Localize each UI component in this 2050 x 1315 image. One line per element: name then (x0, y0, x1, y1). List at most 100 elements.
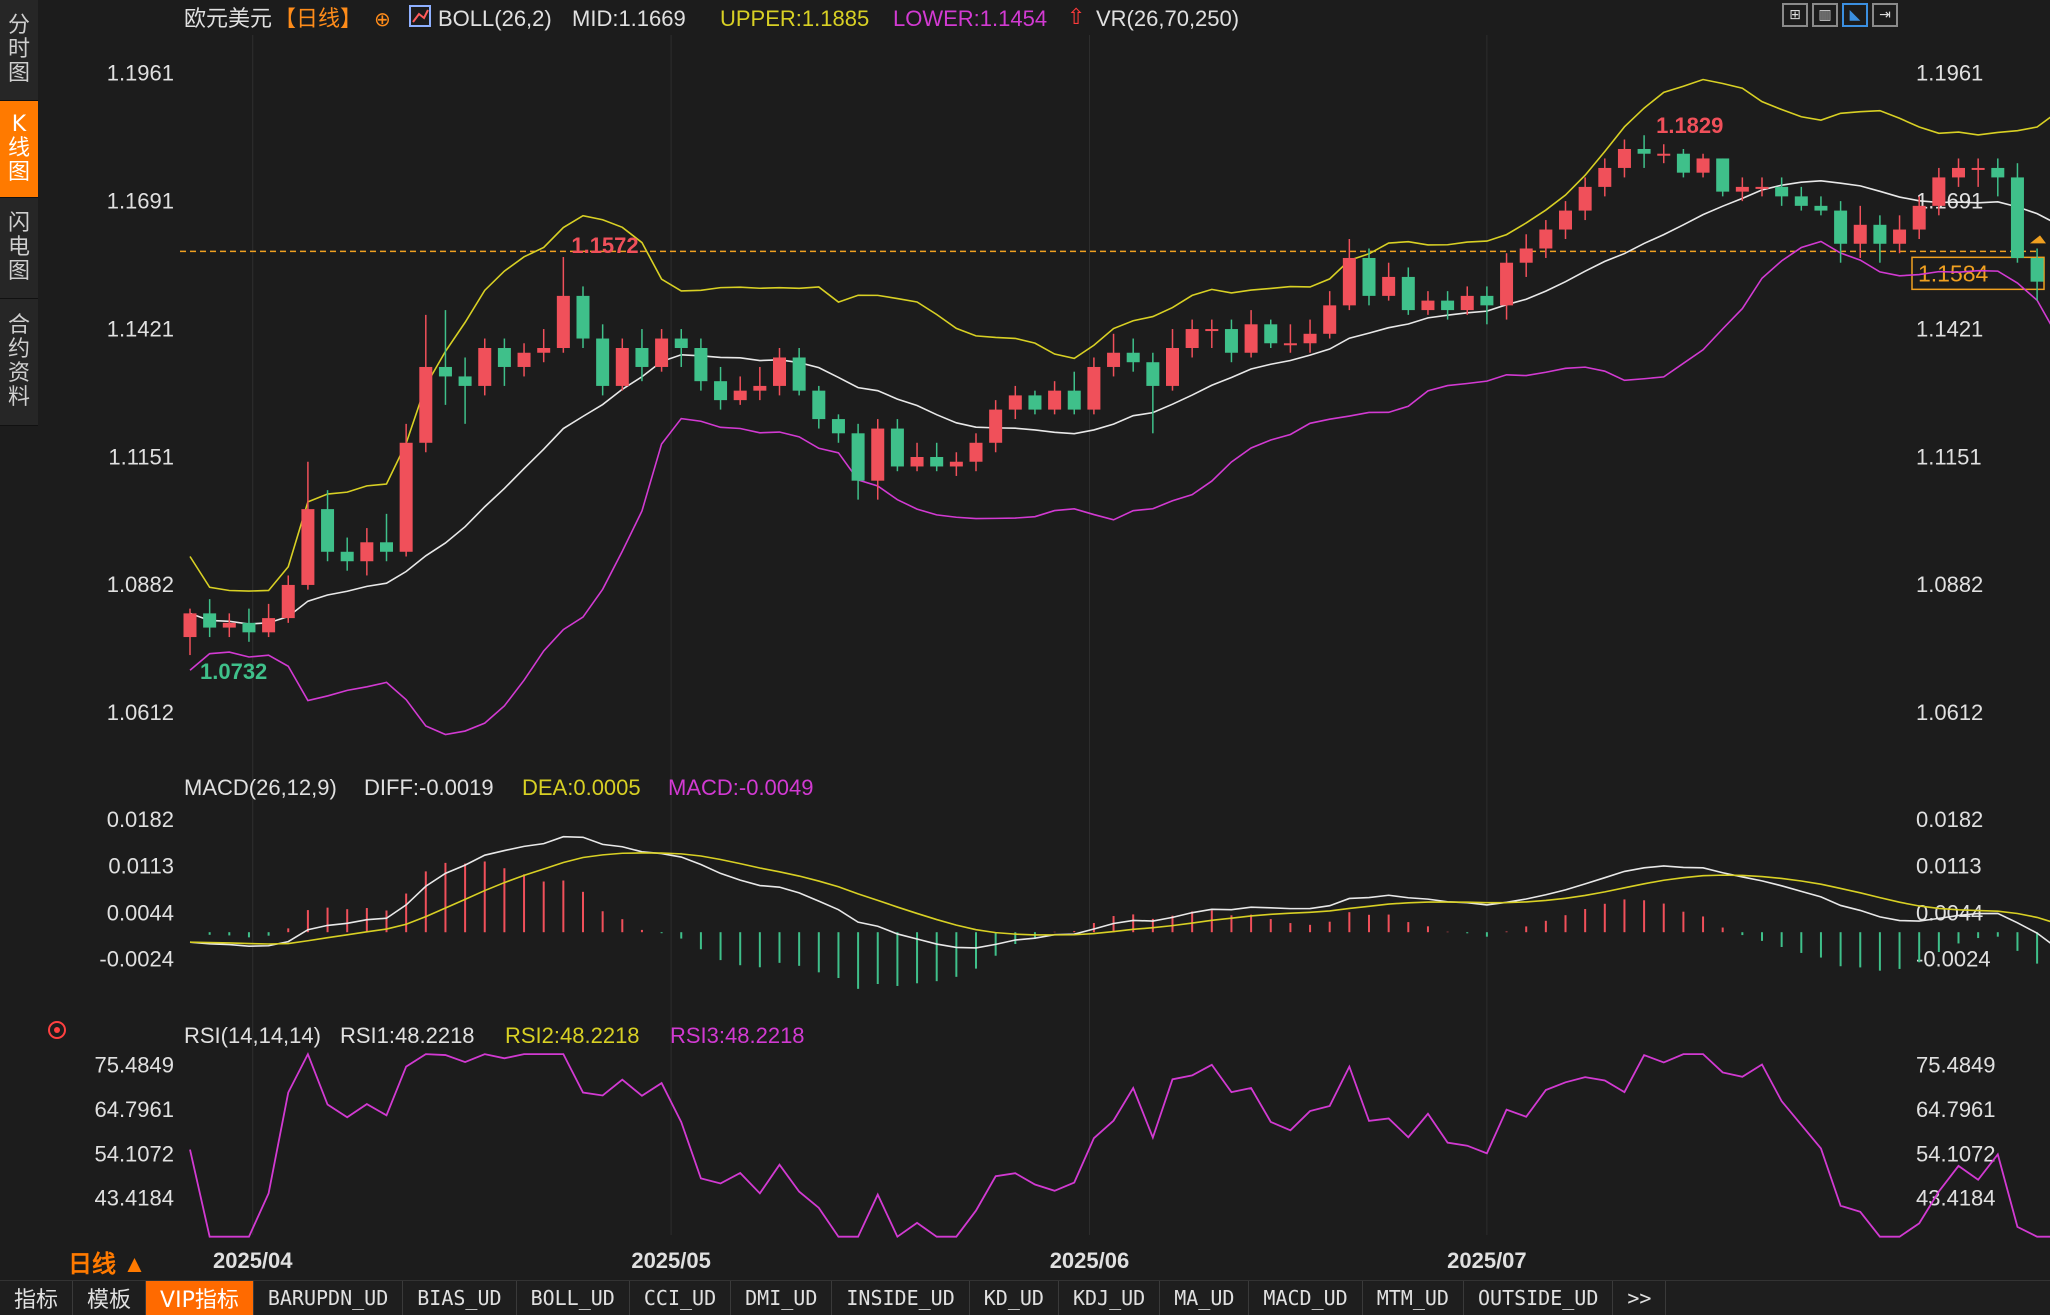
candle-body (616, 348, 629, 386)
candle-body (1068, 391, 1081, 410)
rsi-title: RSI(14,14,14) (184, 1023, 321, 1048)
candle-body (1579, 187, 1592, 211)
bottom-tab[interactable]: CCI_UD (630, 1281, 731, 1315)
bottom-tab[interactable]: KDJ_UD (1059, 1281, 1160, 1315)
bottom-tab[interactable]: >> (1613, 1281, 1666, 1315)
candle-body (1087, 367, 1100, 410)
candle-body (1952, 168, 1965, 177)
candle-body (2011, 177, 2024, 258)
price-tick-left: 1.0612 (107, 700, 174, 725)
bottom-tab[interactable]: OUTSIDE_UD (1464, 1281, 1613, 1315)
macd-tick-right: 0.0113 (1916, 854, 1982, 879)
candle-body (1107, 353, 1120, 367)
date-tick: 2025/07 (1447, 1248, 1527, 1273)
bottom-tab[interactable]: KD_UD (970, 1281, 1059, 1315)
candle-body (1245, 324, 1258, 352)
candle-body (459, 376, 472, 385)
period-indicator[interactable]: 日线 ▲ (68, 1251, 146, 1278)
candle-body (1205, 329, 1218, 331)
bottom-tab[interactable]: DMI_UD (731, 1281, 832, 1315)
gear-icon[interactable] (49, 1022, 65, 1038)
candle-body (989, 410, 1002, 443)
candle-body (1264, 324, 1277, 343)
bottom-tab[interactable]: 模板 (73, 1281, 146, 1315)
period-label: 【日线】 (274, 6, 362, 31)
bottom-tab[interactable]: VIP指标 (146, 1281, 254, 1315)
candle-body (1382, 277, 1395, 296)
candle-body (1441, 301, 1454, 310)
date-tick: 2025/05 (631, 1248, 711, 1273)
rsi-tick-left: 64.7961 (94, 1097, 174, 1122)
candle-body (596, 339, 609, 386)
candle-body (223, 623, 236, 628)
candle-body (1775, 187, 1788, 196)
candle-body (635, 348, 648, 367)
candle-body (773, 357, 786, 385)
candle-body (1225, 329, 1238, 353)
boll-lower: LOWER:1.1454 (893, 6, 1047, 31)
vr-label: VR(26,70,250) (1096, 6, 1239, 31)
rsi-tick-left: 75.4849 (94, 1053, 174, 1078)
date-tick: 2025/06 (1050, 1248, 1130, 1273)
candle-body (970, 443, 983, 462)
candle-body (301, 509, 314, 585)
candle-body (1146, 362, 1159, 386)
price-tick-right: 1.1961 (1916, 61, 1983, 86)
boll-label: BOLL(26,2) (438, 6, 552, 31)
crosshair-icon[interactable]: ⊕ (374, 9, 391, 31)
candle-body (1991, 168, 2004, 177)
candle-body (360, 542, 373, 561)
candle-body (1559, 211, 1572, 230)
candle-body (655, 339, 668, 367)
candle-body (753, 386, 766, 391)
candle-body (1500, 263, 1513, 306)
macd-value: MACD:-0.0049 (668, 775, 814, 800)
candle-body (1854, 225, 1867, 244)
candle-body (1677, 154, 1690, 173)
macd-tick-left: 0.0113 (108, 854, 174, 879)
bottom-tab[interactable]: INSIDE_UD (832, 1281, 969, 1315)
candle-body (1323, 305, 1336, 333)
candle-body (911, 457, 924, 466)
rsi2-value: RSI2:48.2218 (505, 1023, 640, 1048)
macd-tick-left: 0.0044 (107, 900, 174, 925)
bottom-tab[interactable]: BOLL_UD (517, 1281, 630, 1315)
price-tick-left: 1.0882 (107, 572, 174, 597)
macd-diff: DIFF:-0.0019 (364, 775, 494, 800)
macd-dea-line (190, 853, 2050, 944)
bottom-tab[interactable]: MTM_UD (1363, 1281, 1464, 1315)
candle-body (1421, 301, 1434, 310)
candle-body (537, 348, 550, 353)
bottom-tab[interactable]: 指标 (0, 1281, 73, 1315)
candle-body (1166, 348, 1179, 386)
candle-body (577, 296, 590, 339)
rsi-tick-right: 54.1072 (1916, 1141, 1996, 1166)
candle-body (1520, 248, 1533, 262)
candle-body (242, 623, 255, 632)
bottom-tab[interactable]: MACD_UD (1249, 1281, 1362, 1315)
price-tick-right: 1.0612 (1916, 700, 1983, 725)
candle-body (400, 443, 413, 552)
mid-high-label: 1.1572 (571, 233, 638, 258)
bottom-tab[interactable]: BARUPDN_UD (254, 1281, 403, 1315)
candle-body (793, 357, 806, 390)
candle-body (871, 429, 884, 481)
candle-body (1814, 206, 1827, 211)
bottom-tab[interactable]: MA_UD (1160, 1281, 1249, 1315)
price-tick-right: 1.1151 (1916, 445, 1982, 470)
macd-tick-right: -0.0024 (1916, 946, 1991, 971)
candle-body (852, 433, 865, 480)
price-tick-right: 1.1421 (1916, 317, 1983, 342)
rsi-tick-left: 54.1072 (94, 1141, 174, 1166)
kline-chart[interactable]: 欧元美元 【日线】 ⊕ BOLL(26,2) MID:1.1669 UPPER:… (0, 0, 2050, 1280)
bottom-tab[interactable]: BIAS_UD (403, 1281, 516, 1315)
price-arrow-icon (2030, 235, 2046, 243)
price-tick-left: 1.1421 (107, 317, 174, 342)
candle-body (891, 429, 904, 467)
candle-body (1402, 277, 1415, 310)
rsi-tick-left: 43.4184 (94, 1186, 174, 1211)
